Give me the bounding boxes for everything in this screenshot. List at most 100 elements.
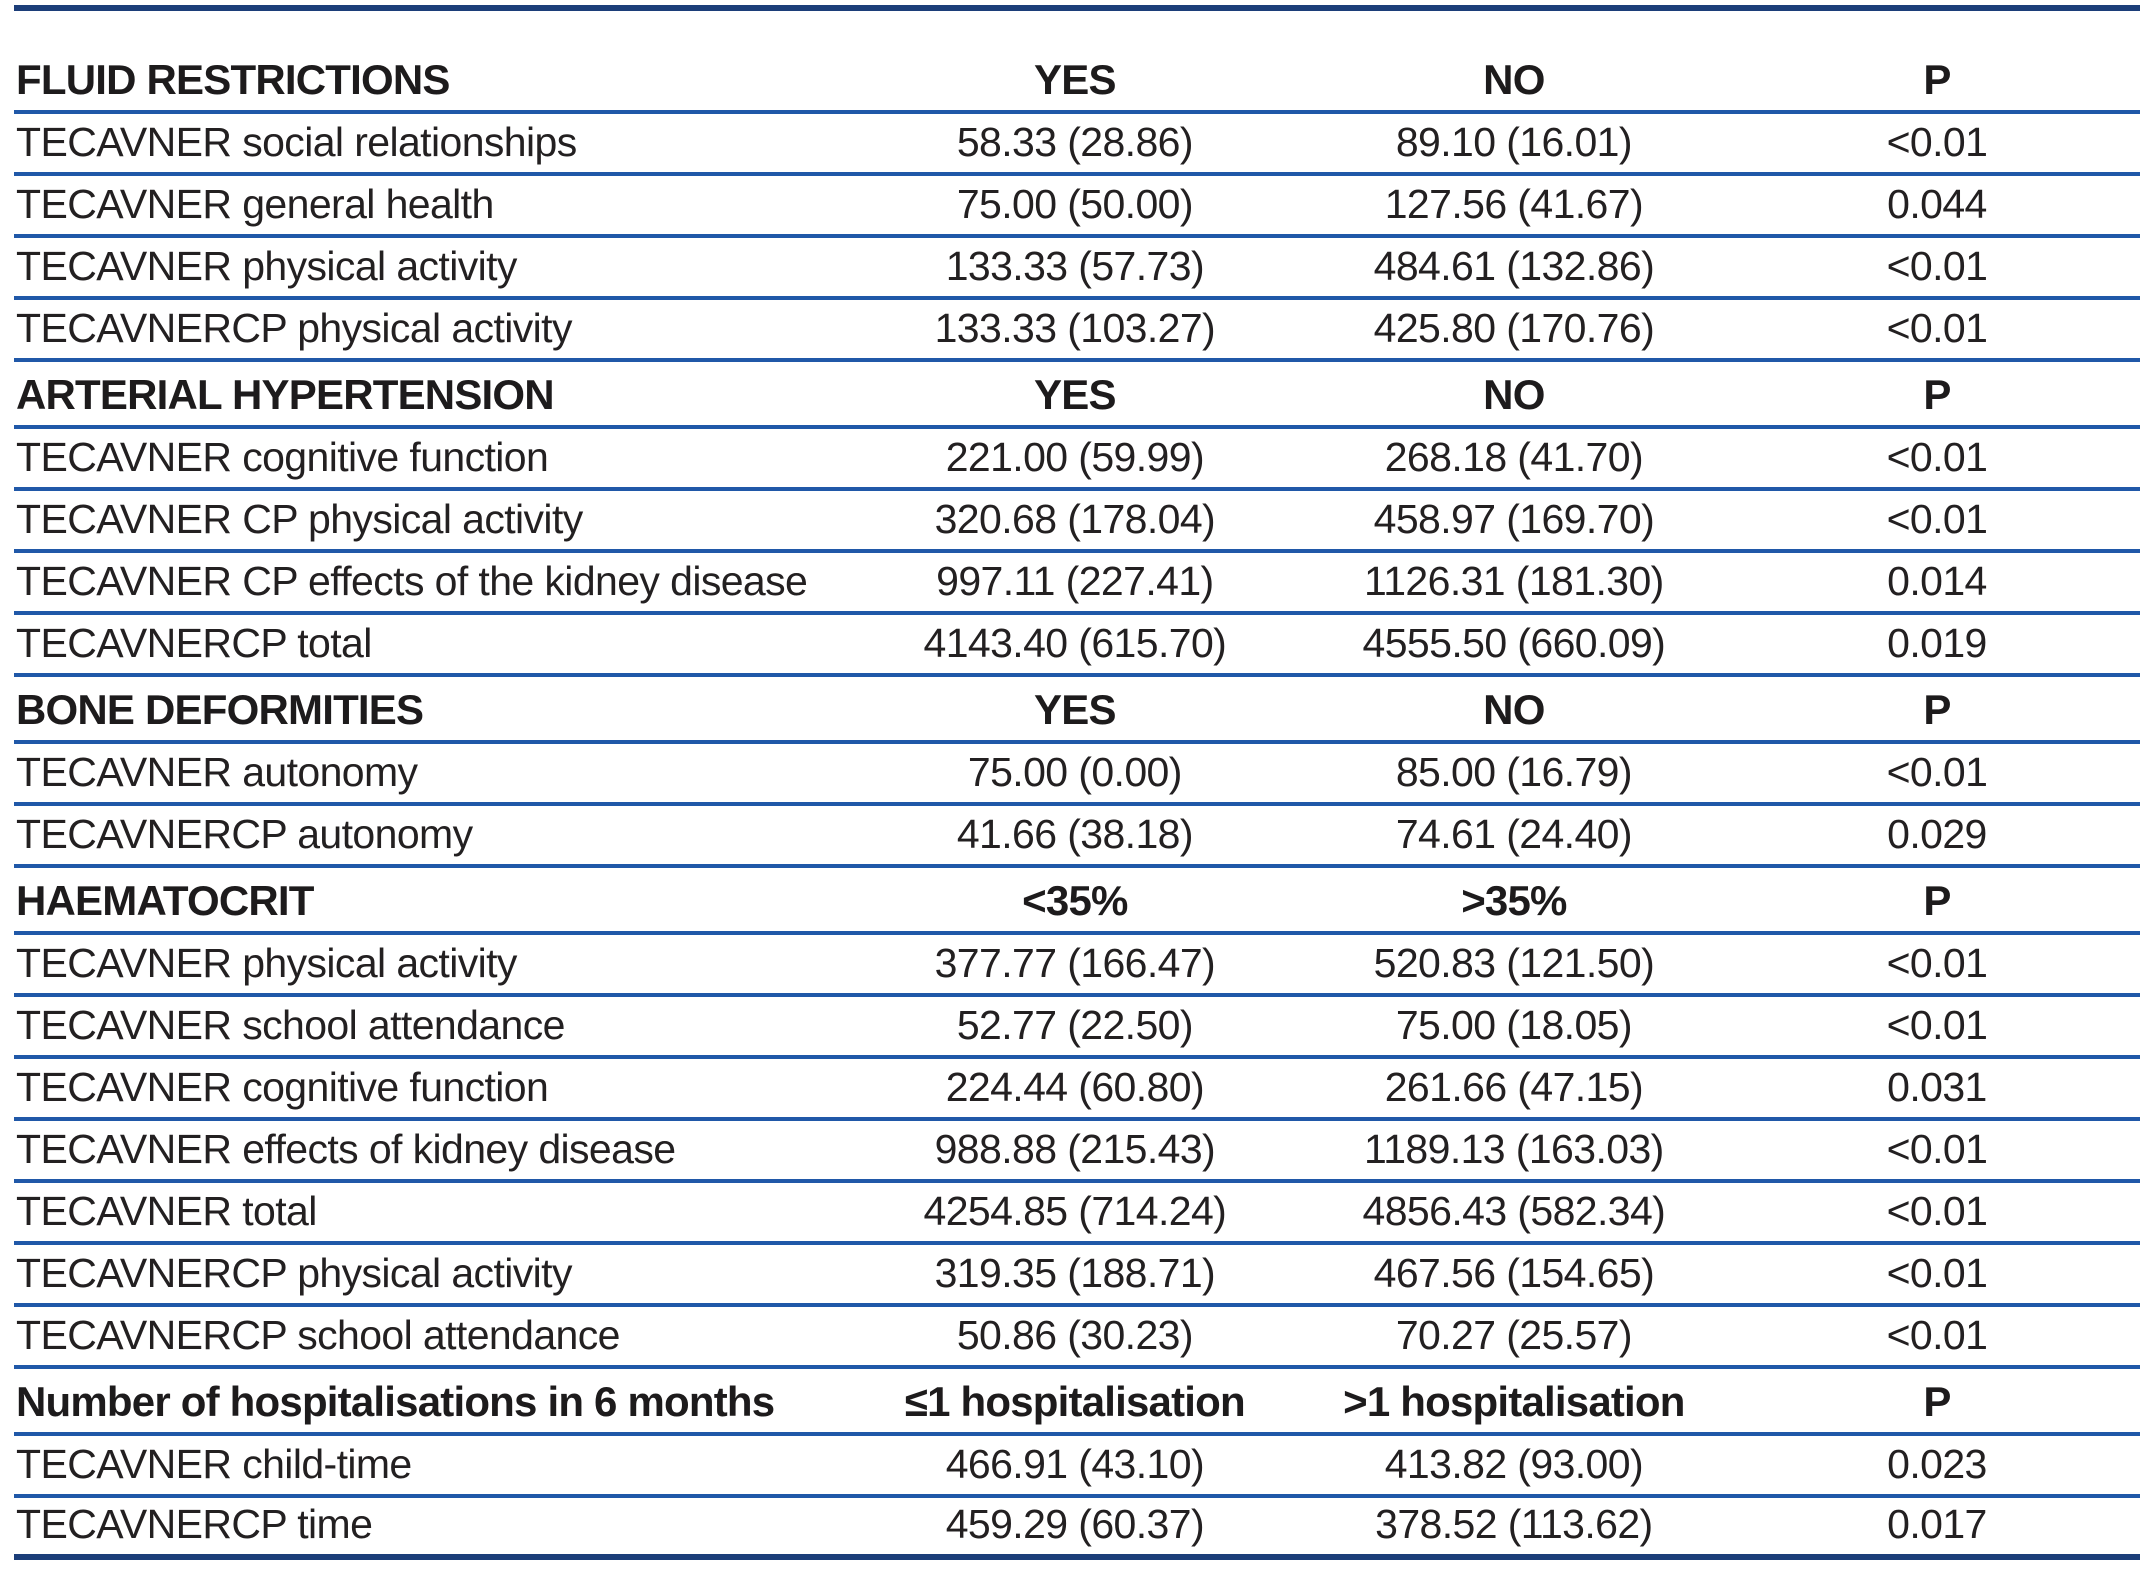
column-header: >35%: [1461, 877, 1567, 924]
cell-value: <0.01: [1886, 1188, 1988, 1234]
column-header: YES: [1034, 686, 1116, 733]
table-row: TECAVNER social relationships 58.33 (28.8…: [14, 114, 2140, 176]
quality-of-life-comparison-table: FLUID RESTRICTIONS YES NO P TECAVNER social …: [14, 5, 2140, 1560]
cell-value: 221.00 (59.99): [945, 434, 1205, 480]
cell-value: 378.52 (113.62): [1375, 1501, 1653, 1547]
table-row: TECAVNER CP effects of the kidney diseas…: [14, 553, 2140, 615]
cell-value: 224.44 (60.80): [945, 1064, 1205, 1110]
table-row: TECAVNERCP physical activity 319.35 (188.…: [14, 1245, 2140, 1307]
column-header: ≤1 hospitalisation: [904, 1378, 1246, 1425]
cell-value: 4143.40 (615.70): [923, 620, 1227, 666]
column-header: P: [1923, 56, 1951, 103]
cell-value: 4555.50 (660.09): [1362, 620, 1666, 666]
row-label: TECAVNER autonomy: [16, 749, 418, 795]
column-header: YES: [1034, 371, 1116, 418]
table-row: TECAVNERCP physical activity 133.33 (103.…: [14, 300, 2140, 362]
cell-value: 413.82 (93.00): [1384, 1441, 1644, 1487]
cell-value: 377.77 (166.47): [934, 940, 1216, 986]
cell-value: 58.33 (28.86): [956, 119, 1194, 165]
table-row: TECAVNER CP physical activity 320.68 (178…: [14, 491, 2140, 553]
cell-value: <0.01: [1886, 1126, 1988, 1172]
section-title: ARTERIAL HYPERTENSION: [16, 371, 555, 418]
row-label: TECAVNER cognitive function: [16, 434, 549, 480]
row-label: TECAVNERCP physical activity: [16, 305, 572, 351]
cell-value: 89.10 (16.01): [1395, 119, 1633, 165]
cell-value: 75.00 (18.05): [1395, 1002, 1633, 1048]
cell-value: 1189.13 (163.03): [1364, 1126, 1664, 1172]
section-title: HAEMATOCRIT: [16, 877, 314, 924]
section-title: BONE DEFORMITIES: [16, 686, 424, 733]
cell-value: 127.56 (41.67): [1384, 181, 1644, 227]
column-header: P: [1923, 371, 1951, 418]
cell-value: <0.01: [1886, 1312, 1988, 1358]
row-label: TECAVNERCP autonomy: [16, 811, 473, 857]
table-row: TECAVNERCP time 459.29 (60.37) 378.52 (113…: [14, 1498, 2140, 1560]
row-label: TECAVNER child-time: [16, 1441, 412, 1487]
cell-value: 0.044: [1887, 181, 1987, 227]
column-header: <35%: [1022, 877, 1128, 924]
row-label: TECAVNER school attendance: [16, 1002, 565, 1048]
cell-value: 70.27 (25.57): [1395, 1312, 1633, 1358]
table-row: TECAVNERCP total 4143.40 (615.70) 4555.50 …: [14, 615, 2140, 677]
row-label: TECAVNERCP total: [16, 620, 372, 666]
cell-value: <0.01: [1886, 1250, 1988, 1296]
cell-value: 133.33 (57.73): [945, 243, 1205, 289]
cell-value: <0.01: [1886, 119, 1988, 165]
cell-value: 261.66 (47.15): [1384, 1064, 1644, 1110]
cell-value: 1126.31 (181.30): [1364, 558, 1664, 604]
cell-value: 458.97 (169.70): [1373, 496, 1655, 542]
section-header-row: Number of hospitalisations in 6 months ≤1…: [14, 1369, 2140, 1436]
table-row: TECAVNER cognitive function 224.44 (60.80…: [14, 1059, 2140, 1121]
table-row: TECAVNER physical activity 377.77 (166.47…: [14, 935, 2140, 997]
section-header-row: BONE DEFORMITIES YES NO P: [14, 677, 2140, 744]
row-label: TECAVNER effects of kidney disease: [16, 1126, 676, 1172]
cell-value: <0.01: [1886, 749, 1988, 795]
cell-value: 75.00 (50.00): [956, 181, 1194, 227]
table-row: TECAVNER child-time 466.91 (43.10) 413.82 …: [14, 1436, 2140, 1498]
cell-value: 85.00 (16.79): [1395, 749, 1633, 795]
column-header: P: [1923, 686, 1951, 733]
section-title: FLUID RESTRICTIONS: [16, 56, 450, 103]
row-label: TECAVNERCP physical activity: [16, 1250, 572, 1296]
row-label: TECAVNER general health: [16, 181, 494, 227]
row-label: TECAVNERCP school attendance: [16, 1312, 620, 1358]
column-header: YES: [1034, 56, 1116, 103]
row-label: TECAVNER CP effects of the kidney diseas…: [16, 558, 808, 604]
table-row: TECAVNER physical activity 133.33 (57.73)…: [14, 238, 2140, 300]
cell-value: 520.83 (121.50): [1373, 940, 1655, 986]
table-row: TECAVNER autonomy 75.00 (0.00) 85.00 (16.7…: [14, 744, 2140, 806]
column-header: NO: [1483, 371, 1545, 418]
row-label: TECAVNER CP physical activity: [16, 496, 583, 542]
cell-value: 0.017: [1887, 1501, 1987, 1547]
table-row: TECAVNERCP autonomy 41.66 (38.18) 74.61 (2…: [14, 806, 2140, 868]
row-label: TECAVNER social relationships: [16, 119, 577, 165]
cell-value: 52.77 (22.50): [956, 1002, 1194, 1048]
cell-value: <0.01: [1886, 496, 1988, 542]
cell-value: 0.031: [1887, 1064, 1987, 1110]
table-row: TECAVNER cognitive function 221.00 (59.99…: [14, 429, 2140, 491]
table-row: TECAVNER total 4254.85 (714.24) 4856.43 (5…: [14, 1183, 2140, 1245]
table-row: TECAVNER general health 75.00 (50.00) 127.…: [14, 176, 2140, 238]
column-header: NO: [1483, 686, 1545, 733]
section-header-row: ARTERIAL HYPERTENSION YES NO P: [14, 362, 2140, 429]
cell-value: 41.66 (38.18): [956, 811, 1194, 857]
cell-value: <0.01: [1886, 243, 1988, 289]
cell-value: 0.019: [1887, 620, 1987, 666]
column-header: P: [1923, 877, 1951, 924]
cell-value: 133.33 (103.27): [934, 305, 1216, 351]
table-row: TECAVNERCP school attendance 50.86 (30.23…: [14, 1307, 2140, 1369]
cell-value: 988.88 (215.43): [934, 1126, 1216, 1172]
row-label: TECAVNER physical activity: [16, 243, 517, 289]
row-label: TECAVNERCP time: [16, 1501, 373, 1547]
cell-value: 425.80 (170.76): [1373, 305, 1655, 351]
cell-value: 0.023: [1887, 1441, 1987, 1487]
cell-value: 268.18 (41.70): [1384, 434, 1644, 480]
column-header: >1 hospitalisation: [1343, 1378, 1685, 1425]
section-title: Number of hospitalisations in 6 months: [16, 1378, 775, 1425]
cell-value: <0.01: [1886, 434, 1988, 480]
cell-value: 467.56 (154.65): [1373, 1250, 1655, 1296]
row-label: TECAVNER total: [16, 1188, 317, 1234]
cell-value: 319.35 (188.71): [934, 1250, 1216, 1296]
cell-value: 484.61 (132.86): [1373, 243, 1655, 289]
